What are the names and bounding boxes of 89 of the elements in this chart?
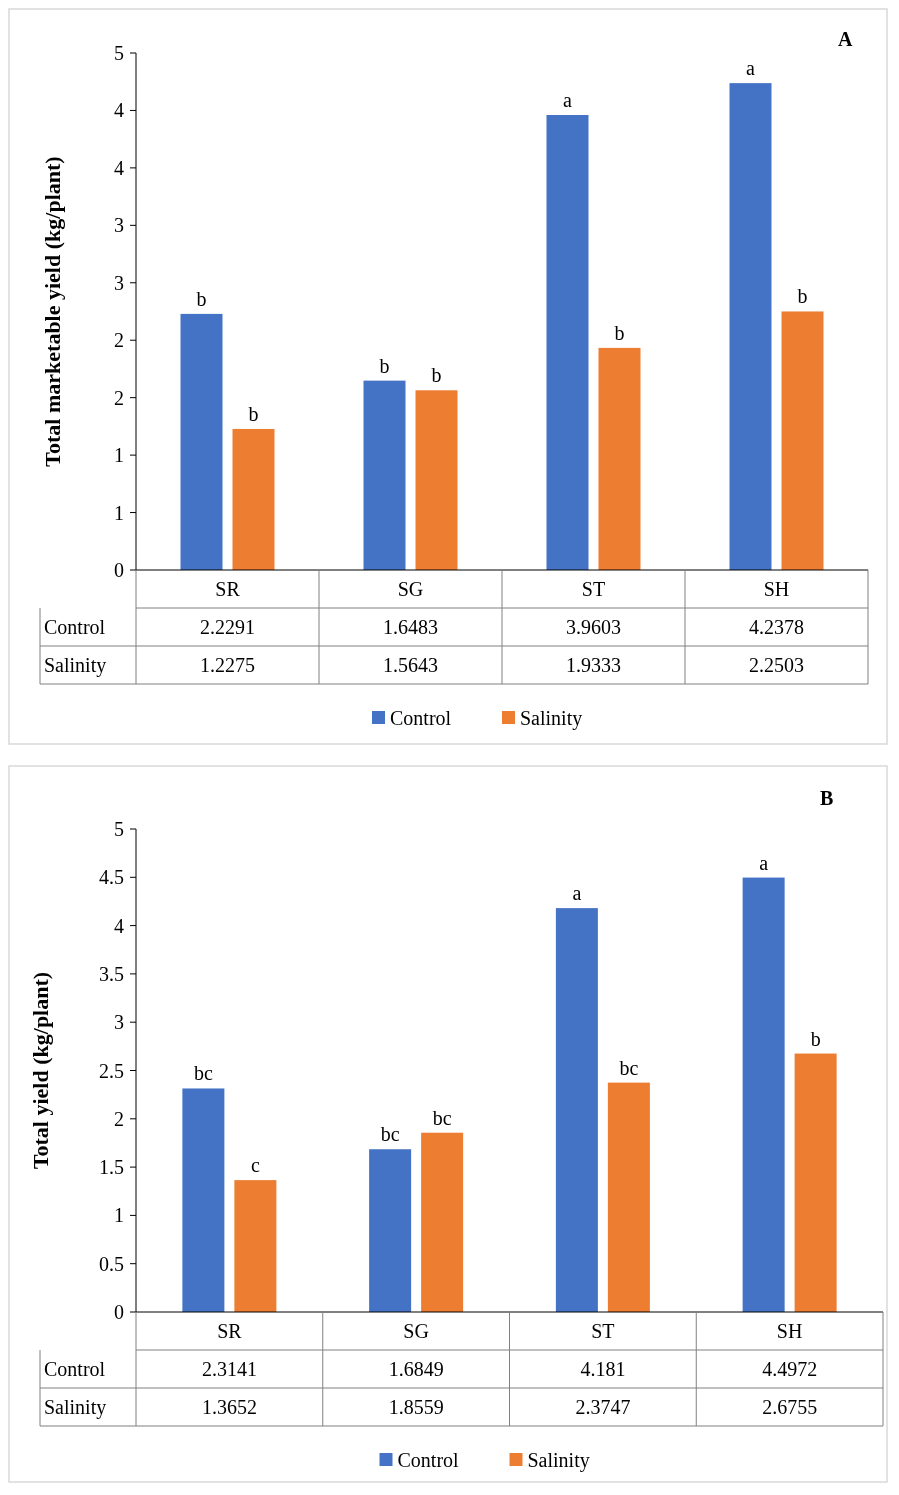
annotation: bc: [619, 1056, 639, 1079]
annotation: c: [250, 1154, 260, 1177]
annotation: bc: [193, 1062, 213, 1085]
x-tick-label: SR: [215, 578, 241, 600]
y-tick-label: 5: [114, 818, 124, 840]
y-tick-label: 1.5: [99, 1156, 124, 1179]
chart-title: A: [838, 28, 853, 50]
x-tick-label: SH: [763, 578, 790, 600]
y-tick-label: 4: [114, 99, 124, 122]
annotation: a: [759, 851, 769, 874]
x-tick-label: ST: [581, 578, 606, 600]
bar: [555, 908, 598, 1312]
annotation: b: [379, 354, 390, 377]
y-tick-label: 5: [114, 42, 124, 64]
bar: [232, 428, 275, 570]
bar: [182, 1088, 225, 1312]
data-label: 1.3652: [201, 1396, 257, 1418]
x-tick-label: SR: [217, 1320, 243, 1342]
text: Control: [44, 1358, 106, 1380]
annotation: b: [248, 402, 259, 425]
data-label: 1.8559: [388, 1396, 444, 1418]
legend-label: Control: [390, 707, 452, 729]
annotation: b: [614, 321, 625, 344]
y-tick-label: 2: [114, 1107, 124, 1130]
bar: [234, 1180, 277, 1312]
y-tick-label: 0.5: [99, 1252, 124, 1275]
data-label: 2.3747: [575, 1396, 631, 1418]
y-tick-label: 1: [114, 501, 124, 524]
legend-label: Control: [397, 1449, 460, 1471]
data-label: 2.2291: [200, 616, 255, 638]
text: Salinity: [44, 1396, 107, 1418]
annotation: a: [563, 89, 573, 112]
bar: [729, 83, 772, 570]
bar: [421, 1132, 464, 1312]
y-tick-label: 3: [114, 1011, 124, 1034]
y-tick-label: 4: [114, 156, 124, 179]
bar: [369, 1149, 412, 1312]
annotation: bc: [380, 1123, 400, 1146]
x-tick-label: SG: [403, 1320, 429, 1342]
y-axis-title: Total yield (kg/plant): [28, 971, 53, 1170]
y-tick-label: 3: [114, 271, 124, 294]
data-label: 4.181: [580, 1358, 626, 1380]
data-label: 2.3141: [201, 1358, 257, 1380]
legend-label: Salinity: [527, 1449, 590, 1472]
annotation: b: [196, 287, 207, 310]
bar: [794, 1053, 837, 1312]
x-tick-label: ST: [591, 1320, 615, 1342]
annotation: b: [797, 285, 808, 308]
annotation: b: [810, 1027, 821, 1050]
y-axis-title: Total marketable yield (kg/plant): [40, 156, 65, 467]
data-label: 3.9603: [566, 616, 621, 638]
bar: [742, 877, 785, 1312]
data-label: 4.4972: [762, 1358, 818, 1380]
text: Control: [44, 616, 106, 638]
annotation: a: [746, 57, 756, 80]
data-label: 2.2503: [749, 654, 804, 676]
text: Salinity: [44, 654, 107, 676]
y-tick-label: 2: [114, 386, 124, 409]
data-label: 1.5643: [383, 654, 438, 676]
y-tick-label: 4.5: [99, 866, 124, 889]
y-tick-label: 1: [114, 1204, 124, 1227]
y-tick-label: 4: [114, 914, 124, 937]
bar: [781, 311, 824, 570]
x-tick-label: SH: [776, 1320, 803, 1342]
y-tick-label: 3.5: [99, 962, 124, 985]
y-tick-label: 2: [114, 329, 124, 352]
bar: [546, 115, 589, 570]
data-label: 2.6755: [762, 1396, 818, 1418]
data-label: 1.9333: [566, 654, 621, 676]
legend-label: Salinity: [520, 707, 583, 730]
y-tick-label: 2.5: [99, 1059, 124, 1082]
chart-title: B: [820, 787, 834, 809]
y-tick-label: 3: [114, 214, 124, 237]
bar: [363, 380, 406, 570]
y-tick-label: 0: [114, 559, 124, 581]
data-label: 4.2378: [749, 616, 804, 638]
x-tick-label: SG: [397, 578, 424, 600]
y-tick-label: 0: [114, 1301, 124, 1323]
annotation: a: [572, 882, 582, 905]
data-label: 1.6483: [383, 616, 438, 638]
bar: [607, 1082, 650, 1312]
y-tick-label: 1: [114, 444, 124, 467]
data-label: 1.6849: [388, 1358, 444, 1380]
bar: [415, 390, 458, 570]
annotation: bc: [432, 1106, 452, 1129]
bar: [598, 347, 641, 570]
annotation: b: [431, 364, 442, 387]
bar: [180, 313, 223, 570]
data-label: 1.2275: [200, 654, 255, 676]
